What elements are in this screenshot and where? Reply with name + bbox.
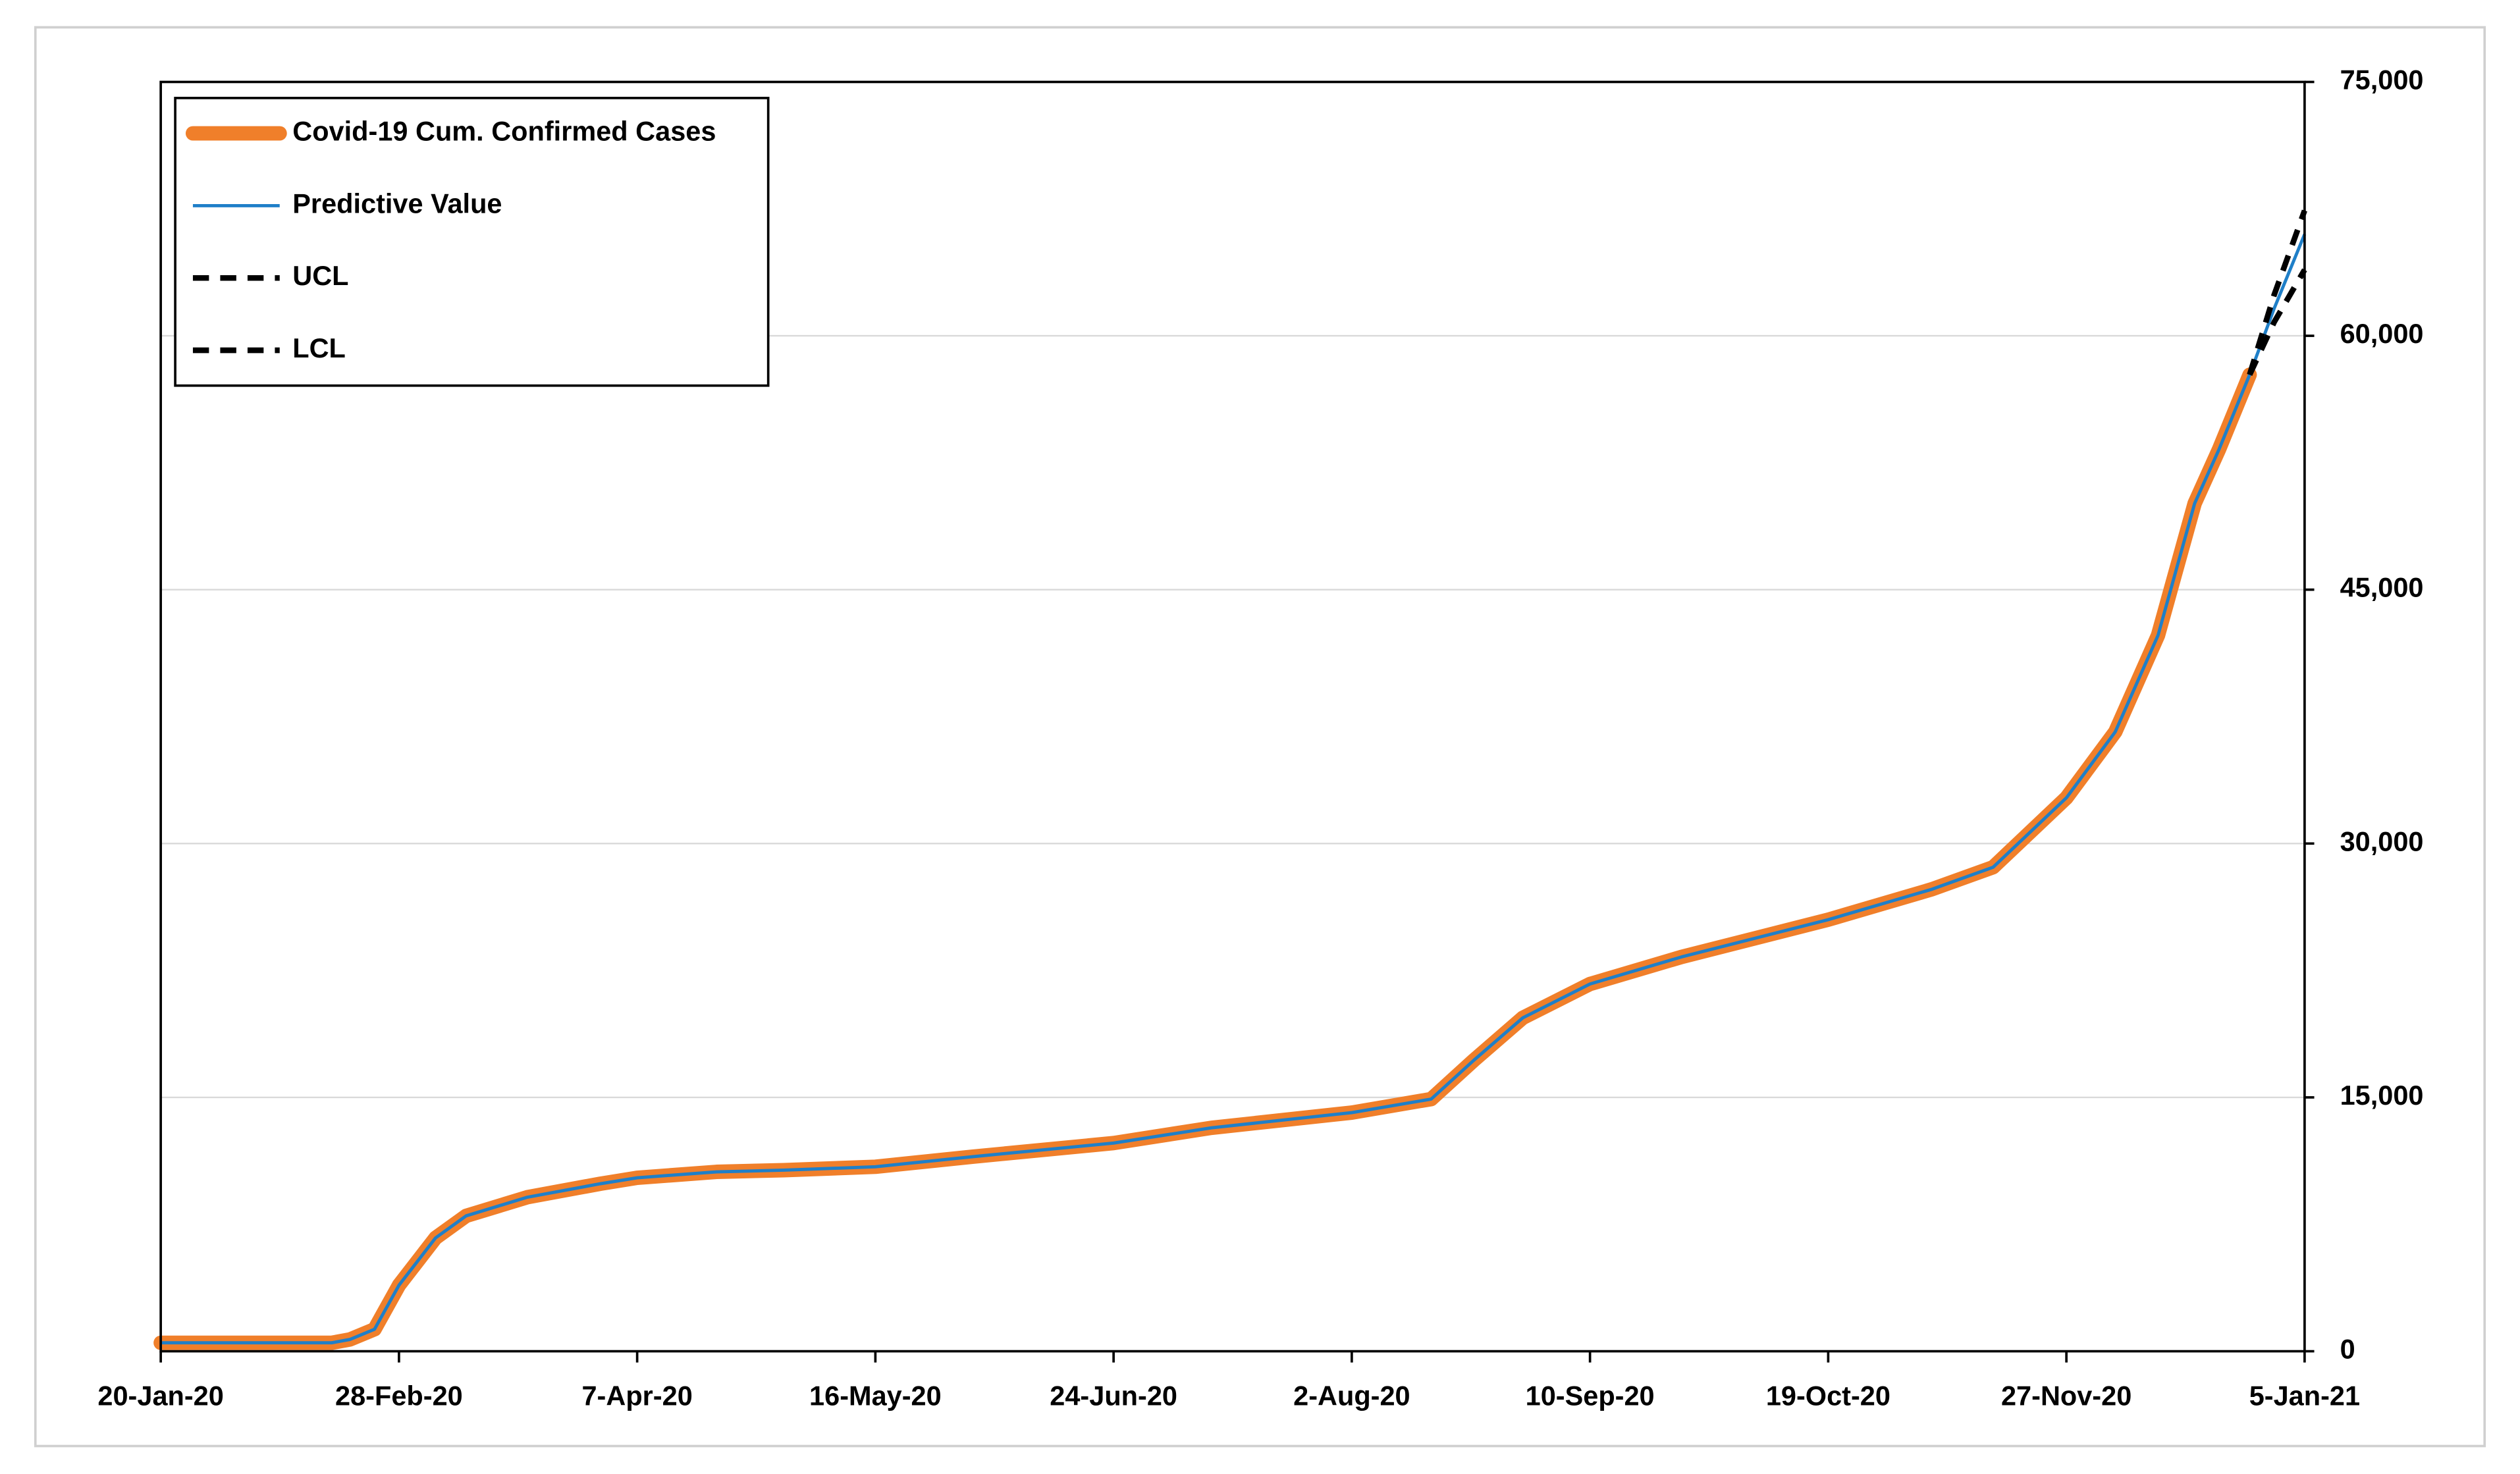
series-line <box>161 233 2307 1345</box>
legend-label: Covid-19 Cum. Confirmed Cases <box>292 116 716 147</box>
legend-box <box>174 97 770 387</box>
y-tick-label: 45,000 <box>2340 572 2424 603</box>
y-tick-label: 15,000 <box>2340 1080 2424 1111</box>
x-tick-label: 24-Jun-20 <box>1050 1380 1177 1411</box>
series-line <box>2247 268 2307 377</box>
y-tick-label: 30,000 <box>2340 826 2424 856</box>
axes: 0 15,000 30,000 45,000 60,000 75,000 20-Jan-20… <box>97 64 2423 1411</box>
y-tick-label: 0 <box>2340 1333 2355 1364</box>
x-tick-label: 2-Aug-20 <box>1293 1380 1410 1411</box>
x-tick-label: 16-May-20 <box>809 1380 942 1411</box>
x-tick-label: 7-Apr-20 <box>581 1380 692 1411</box>
plot-lines <box>153 209 2307 1350</box>
x-tick-label: 27-Nov-20 <box>2001 1380 2131 1411</box>
series-line <box>2247 209 2307 376</box>
x-tick-label: 5-Jan-21 <box>2249 1380 2360 1411</box>
y-tick-label: 75,000 <box>2340 64 2424 95</box>
x-tick-label: 28-Feb-20 <box>335 1380 463 1411</box>
plot-border <box>159 80 2306 1353</box>
legend-label: LCL <box>292 332 346 363</box>
x-tick-label: 19-Oct-20 <box>1766 1380 1890 1411</box>
legend-label: UCL <box>292 260 348 291</box>
legend-label: Predictive Value <box>292 188 502 219</box>
y-tick-label: 60,000 <box>2340 318 2424 349</box>
legend: Covid-19 Cum. Confirmed Cases Predictive … <box>174 97 770 387</box>
x-tick-label: 10-Sep-20 <box>1526 1380 1655 1411</box>
x-tick-label: 20-Jan-20 <box>97 1380 223 1411</box>
